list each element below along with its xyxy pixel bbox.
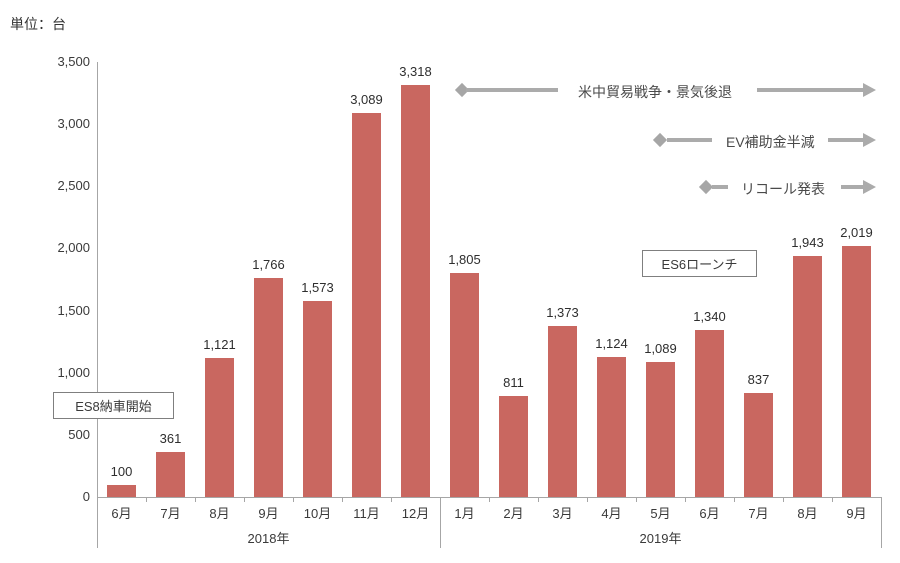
x-axis-tick bbox=[685, 497, 686, 502]
bar bbox=[205, 358, 234, 497]
x-axis-tick bbox=[391, 497, 392, 502]
x-axis-month-label: 7月 bbox=[748, 506, 769, 521]
x-axis-month-label: 6月 bbox=[699, 506, 720, 521]
callout-es6-launch: ES6ローンチ bbox=[642, 250, 757, 277]
bar bbox=[695, 330, 724, 497]
annotation-ev-subsidy: EV補助金半減 bbox=[726, 134, 815, 150]
annotation-line-trade-war-left bbox=[466, 88, 558, 92]
annotation-trade-war: 米中貿易戦争・景気後退 bbox=[578, 84, 732, 100]
x-axis-tick bbox=[783, 497, 784, 502]
y-axis-tick-label: 3,500 bbox=[57, 54, 90, 69]
bar-value-label: 1,766 bbox=[252, 257, 285, 272]
y-axis-tick-label: 1,500 bbox=[57, 302, 90, 318]
x-axis-tick bbox=[146, 497, 147, 502]
bar bbox=[597, 357, 626, 497]
annotation-line-ev-right bbox=[828, 138, 864, 142]
x-axis-month-label: 8月 bbox=[209, 506, 230, 521]
y-axis-tick-label: 2,500 bbox=[57, 178, 90, 194]
x-axis-year-label: 2018年 bbox=[247, 531, 290, 546]
y-axis-tick-label: 1,000 bbox=[57, 364, 90, 380]
x-axis-year-label: 2019年 bbox=[639, 531, 682, 546]
x-axis-month-label: 10月 bbox=[303, 506, 332, 521]
arrow-right-icon-ev-subsidy bbox=[863, 133, 876, 147]
bar bbox=[499, 396, 528, 497]
bar bbox=[254, 278, 283, 497]
bar-value-label: 1,943 bbox=[791, 235, 824, 250]
y-axis-tick-label: 3,000 bbox=[57, 116, 90, 132]
bar bbox=[352, 113, 381, 497]
bar bbox=[303, 301, 332, 497]
x-axis-month-label: 7月 bbox=[160, 506, 181, 521]
bar-value-label: 1,340 bbox=[693, 309, 726, 324]
y-axis-line bbox=[97, 62, 98, 497]
x-axis-month-label: 6月 bbox=[111, 506, 132, 521]
x-axis-tick bbox=[244, 497, 245, 502]
bar bbox=[548, 326, 577, 497]
y-axis-tick-label: 2,000 bbox=[57, 240, 90, 256]
x-axis-tick bbox=[293, 497, 294, 502]
x-axis-tick bbox=[195, 497, 196, 502]
annotation-recall: リコール発表 bbox=[741, 181, 825, 197]
bar bbox=[793, 256, 822, 497]
x-axis-tick bbox=[538, 497, 539, 502]
bar bbox=[842, 246, 871, 497]
x-axis-group-separator bbox=[440, 497, 441, 548]
callout-es6-label: ES6ローンチ bbox=[661, 257, 738, 272]
bar-value-label: 837 bbox=[747, 372, 770, 387]
bar-value-label: 1,373 bbox=[546, 305, 579, 320]
x-axis-month-label: 5月 bbox=[650, 506, 671, 521]
y-axis-tick-label: 0 bbox=[82, 489, 90, 504]
x-axis-group-separator bbox=[881, 497, 882, 548]
bar-value-label: 2,019 bbox=[840, 225, 873, 240]
arrow-right-icon-trade-war bbox=[863, 83, 876, 97]
x-axis-tick bbox=[734, 497, 735, 502]
x-axis-group-separator bbox=[97, 497, 98, 548]
x-axis-tick bbox=[342, 497, 343, 502]
bar bbox=[107, 485, 136, 497]
bar-value-label: 100 bbox=[110, 464, 133, 479]
annotation-line-trade-war-right bbox=[757, 88, 863, 92]
bar-value-label: 1,573 bbox=[301, 280, 334, 295]
x-axis-tick bbox=[587, 497, 588, 502]
x-axis-month-label: 3月 bbox=[552, 506, 573, 521]
annotation-line-recall-left bbox=[712, 185, 728, 189]
bar bbox=[156, 452, 185, 497]
x-axis-month-label: 4月 bbox=[601, 506, 622, 521]
bar-value-label: 811 bbox=[503, 375, 524, 390]
bar-value-label: 1,805 bbox=[448, 252, 481, 267]
bar-value-label: 361 bbox=[159, 431, 182, 446]
bar-value-label: 1,121 bbox=[203, 337, 236, 352]
x-axis-tick bbox=[489, 497, 490, 502]
x-axis-month-label: 9月 bbox=[846, 506, 867, 521]
x-axis-month-label: 2月 bbox=[503, 506, 524, 521]
unit-label: 単位：台 bbox=[10, 16, 66, 32]
arrow-right-icon-recall bbox=[863, 180, 876, 194]
bar bbox=[646, 362, 675, 497]
x-axis-tick bbox=[832, 497, 833, 502]
bar-value-label: 1,124 bbox=[595, 336, 628, 351]
annotation-line-ev-left bbox=[667, 138, 712, 142]
callout-es8-label: ES8納車開始 bbox=[75, 399, 152, 414]
x-axis-tick bbox=[636, 497, 637, 502]
x-axis-month-label: 12月 bbox=[401, 506, 430, 521]
annotation-line-recall-right bbox=[841, 185, 864, 189]
x-axis-month-label: 9月 bbox=[258, 506, 279, 521]
x-axis-month-label: 1月 bbox=[454, 506, 475, 521]
bar-value-label: 1,089 bbox=[644, 341, 677, 356]
x-axis-month-label: 8月 bbox=[797, 506, 818, 521]
bar-value-label: 3,089 bbox=[350, 92, 383, 107]
bar-value-label: 3,318 bbox=[399, 64, 432, 79]
bar bbox=[450, 273, 479, 497]
callout-es8-delivery-start: ES8納車開始 bbox=[53, 392, 174, 419]
x-axis-month-label: 11月 bbox=[353, 506, 380, 521]
bar bbox=[401, 85, 430, 497]
bar bbox=[744, 393, 773, 497]
y-axis-tick-label: 500 bbox=[68, 426, 90, 442]
